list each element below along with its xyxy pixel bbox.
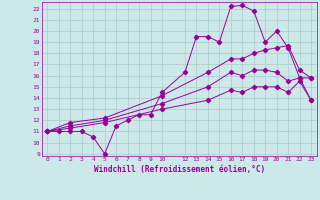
X-axis label: Windchill (Refroidissement éolien,°C): Windchill (Refroidissement éolien,°C) (94, 165, 265, 174)
